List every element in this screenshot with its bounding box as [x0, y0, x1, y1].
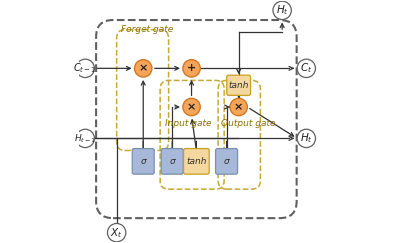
Circle shape — [297, 59, 316, 78]
Circle shape — [76, 59, 94, 78]
Text: +: + — [187, 63, 196, 73]
Text: $H_t$: $H_t$ — [300, 131, 313, 145]
FancyBboxPatch shape — [161, 148, 183, 174]
Circle shape — [183, 60, 200, 77]
Text: $C_t$: $C_t$ — [300, 61, 312, 75]
FancyBboxPatch shape — [227, 75, 250, 95]
Text: ×: × — [234, 102, 243, 112]
Circle shape — [297, 129, 316, 148]
FancyBboxPatch shape — [132, 148, 154, 174]
FancyBboxPatch shape — [216, 148, 238, 174]
Text: ×: × — [138, 63, 148, 73]
Circle shape — [230, 98, 247, 116]
Text: σ: σ — [224, 157, 230, 166]
Circle shape — [134, 60, 152, 77]
Text: Forget gate: Forget gate — [122, 25, 174, 34]
Text: ×: × — [187, 102, 196, 112]
Circle shape — [108, 224, 126, 242]
Circle shape — [183, 98, 200, 116]
Text: σ: σ — [140, 157, 146, 166]
Circle shape — [76, 129, 94, 148]
Text: σ: σ — [169, 157, 175, 166]
Text: Input gate: Input gate — [165, 119, 212, 128]
Text: tanh: tanh — [186, 157, 207, 166]
Text: Output gate: Output gate — [220, 119, 275, 128]
Text: $C_{t-1}$: $C_{t-1}$ — [74, 61, 97, 75]
Text: $H_t$: $H_t$ — [276, 3, 288, 17]
FancyBboxPatch shape — [184, 148, 209, 174]
Circle shape — [273, 1, 291, 19]
Text: $X_t$: $X_t$ — [110, 226, 123, 240]
Text: $H_{t-1}$: $H_{t-1}$ — [74, 132, 96, 145]
Text: tanh: tanh — [228, 81, 249, 90]
